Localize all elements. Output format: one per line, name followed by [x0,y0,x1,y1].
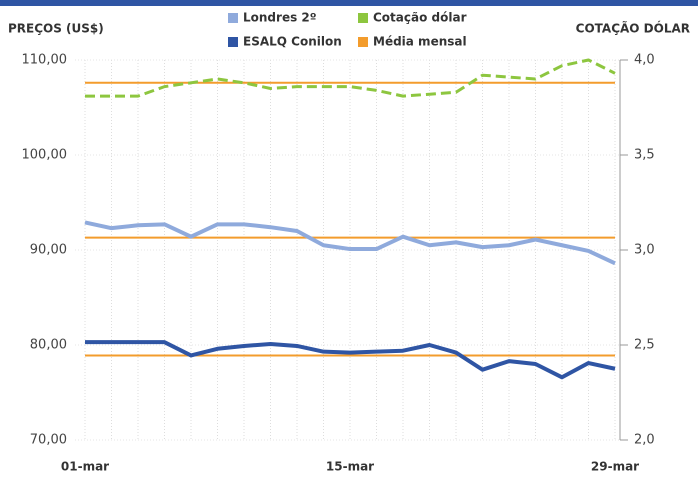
legend-swatch [228,13,238,23]
series-line [85,340,616,380]
series-line [84,220,616,266]
x-tick-label: 01-mar [61,460,109,474]
y2-tick-label: 4,0 [634,53,655,68]
legend-swatch [228,37,238,47]
top-bar [0,0,698,6]
legend-label: ESALQ Conilon [243,35,342,49]
y2-tick-label: 2,0 [634,433,655,448]
legend-label: Média mensal [373,35,467,49]
y-tick-label: 70,00 [30,433,67,448]
y2-tick-label: 2,5 [634,338,655,353]
y2-axis-title: COTAÇÃO DÓLAR [576,21,690,36]
legend-swatch [358,37,368,47]
y2-tick-label: 3,0 [634,243,655,258]
y-tick-label: 110,00 [22,53,68,68]
y-tick-label: 100,00 [22,148,68,163]
series-line [85,58,616,98]
y-axis-title: PREÇOS (US$) [8,22,104,36]
x-tick-label: 29-mar [591,460,639,474]
y-tick-label: 90,00 [30,243,67,258]
x-tick-label: 15-mar [326,460,374,474]
legend-swatch [358,13,368,23]
y2-tick-label: 3,5 [634,148,655,163]
legend-label: Londres 2º [243,11,317,25]
legend-label: Cotação dólar [373,11,467,25]
y-tick-label: 80,00 [30,338,67,353]
